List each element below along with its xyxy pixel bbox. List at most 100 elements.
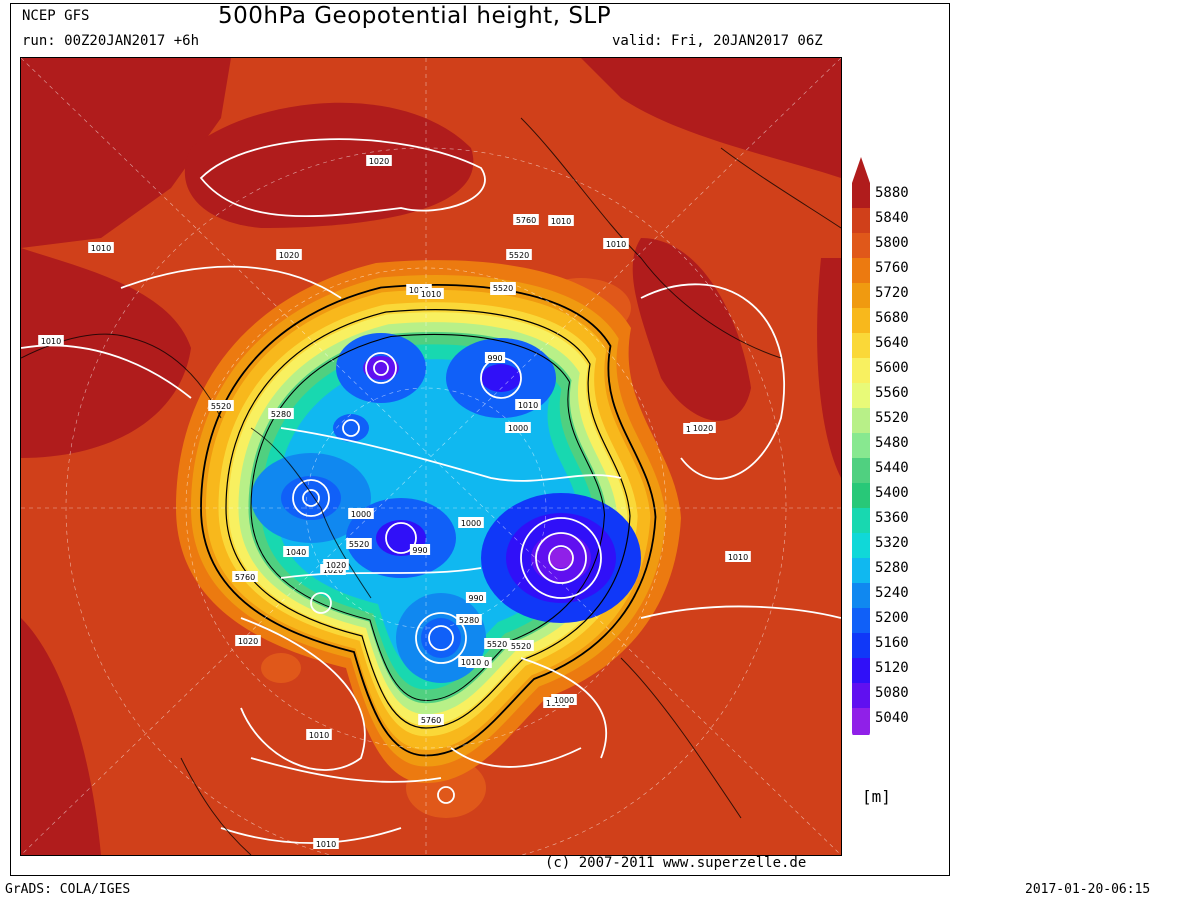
legend-label: 5240 [875, 585, 909, 601]
legend-label: 5520 [875, 410, 909, 426]
svg-text:1000: 1000 [461, 519, 481, 528]
height-label: 5520 [346, 538, 372, 549]
svg-text:1010: 1010 [461, 658, 481, 667]
svg-text:1010: 1010 [421, 290, 441, 299]
legend-swatch [852, 258, 870, 283]
svg-text:5760: 5760 [516, 216, 536, 225]
legend-label: 5880 [875, 185, 909, 201]
slp-label: 1040 [283, 546, 309, 557]
legend-swatch [852, 608, 870, 633]
height-label: 5280 [456, 614, 482, 625]
slp-label: 1020 [235, 635, 261, 646]
slp-label: 1010 [515, 399, 541, 410]
slp-label: 1000 [551, 694, 577, 705]
height-label: 5760 [232, 571, 258, 582]
slp-label: 1010 [38, 335, 64, 346]
svg-text:1000: 1000 [351, 510, 371, 519]
legend-swatch [852, 183, 870, 208]
svg-text:5280: 5280 [459, 616, 479, 625]
legend-swatch [852, 358, 870, 383]
svg-text:5520: 5520 [211, 402, 231, 411]
svg-text:1020: 1020 [279, 251, 299, 260]
legend-label: 5080 [875, 685, 909, 701]
legend-label: 5120 [875, 660, 909, 676]
legend-label: 5720 [875, 285, 909, 301]
timestamp: 2017-01-20-06:15 [1025, 882, 1151, 897]
legend-label: 5600 [875, 360, 909, 376]
svg-text:1010: 1010 [518, 401, 538, 410]
height-label: 5520 [490, 282, 516, 293]
legend-label: 5320 [875, 535, 909, 551]
slp-label: 990 [484, 352, 506, 363]
copyright: (c) 2007-2011 www.superzelle.de [545, 855, 807, 871]
svg-text:1010: 1010 [309, 731, 329, 740]
svg-text:5280: 5280 [271, 410, 291, 419]
height-label: 5280 [268, 408, 294, 419]
svg-text:5520: 5520 [493, 284, 513, 293]
legend-swatch [852, 508, 870, 533]
legend-swatch [852, 658, 870, 683]
legend-swatch [852, 233, 870, 258]
legend-colorbar [852, 157, 870, 735]
legend-label: 5280 [875, 560, 909, 576]
slp-label: 1020 [323, 559, 349, 570]
svg-text:990: 990 [412, 546, 427, 555]
legend-label: 5800 [875, 235, 909, 251]
height-contours [200, 284, 657, 757]
legend-label: 5200 [875, 610, 909, 626]
color-legend: 5880 5840 5800 5760 5720 5680 5640 5600 5560 5520… [850, 155, 950, 735]
height-label: 5520 [506, 249, 532, 260]
legend-label: 5040 [875, 710, 909, 726]
svg-text:1020: 1020 [326, 561, 346, 570]
legend-swatch [852, 208, 870, 233]
svg-text:990: 990 [468, 594, 483, 603]
legend-label: 5640 [875, 335, 909, 351]
legend-unit: [m] [862, 787, 891, 806]
legend-arrow-bottom [852, 733, 870, 735]
software-credit: GrADS: COLA/IGES [5, 882, 131, 897]
height-label: 5520 [208, 400, 234, 411]
slp-isobars [21, 138, 841, 844]
svg-text:1000: 1000 [554, 696, 574, 705]
slp-label: 1010 [306, 729, 332, 740]
slp-label: 1010 [88, 242, 114, 253]
legend-label: 5840 [875, 210, 909, 226]
height-label: 5520 [508, 640, 534, 651]
legend-label: 5360 [875, 510, 909, 526]
valid-info: valid: Fri, 20JAN2017 06Z [612, 33, 823, 49]
svg-text:1020: 1020 [693, 424, 713, 433]
model-name: NCEP GFS [22, 8, 90, 24]
legend-label: 5680 [875, 310, 909, 326]
legend-label: 5440 [875, 460, 909, 476]
legend-swatch [852, 533, 870, 558]
slp-labels: 1020101010101010102010101010102010201010… [38, 155, 751, 849]
svg-text:5520: 5520 [487, 640, 507, 649]
svg-text:1000: 1000 [508, 424, 528, 433]
svg-text:1020: 1020 [323, 566, 343, 575]
height-label: 5760 [513, 214, 539, 225]
legend-swatch [852, 483, 870, 508]
legend-swatch [852, 308, 870, 333]
slp-label: 1020 [366, 155, 392, 166]
weather-map: 1020101010101010102010101010102010201010… [20, 57, 842, 856]
legend-swatch [852, 683, 870, 708]
legend-label: 5760 [875, 260, 909, 276]
legend-swatch [852, 708, 870, 733]
legend-swatch [852, 458, 870, 483]
slp-label: 1020 [276, 249, 302, 260]
svg-text:5520: 5520 [511, 642, 531, 651]
slp-label: 1020 [690, 422, 716, 433]
svg-text:5520: 5520 [349, 540, 369, 549]
svg-text:1040: 1040 [286, 548, 306, 557]
slp-label: 990 [409, 544, 431, 555]
svg-text:5760: 5760 [421, 716, 441, 725]
svg-text:5760: 5760 [235, 573, 255, 582]
legend-swatch [852, 383, 870, 408]
legend-swatch [852, 283, 870, 308]
legend-swatch [852, 633, 870, 658]
legend-arrow-top [852, 157, 870, 183]
slp-label: 1010 [418, 288, 444, 299]
legend-swatch [852, 333, 870, 358]
height-label: 5760 [418, 714, 444, 725]
slp-label: 1010 [603, 238, 629, 249]
